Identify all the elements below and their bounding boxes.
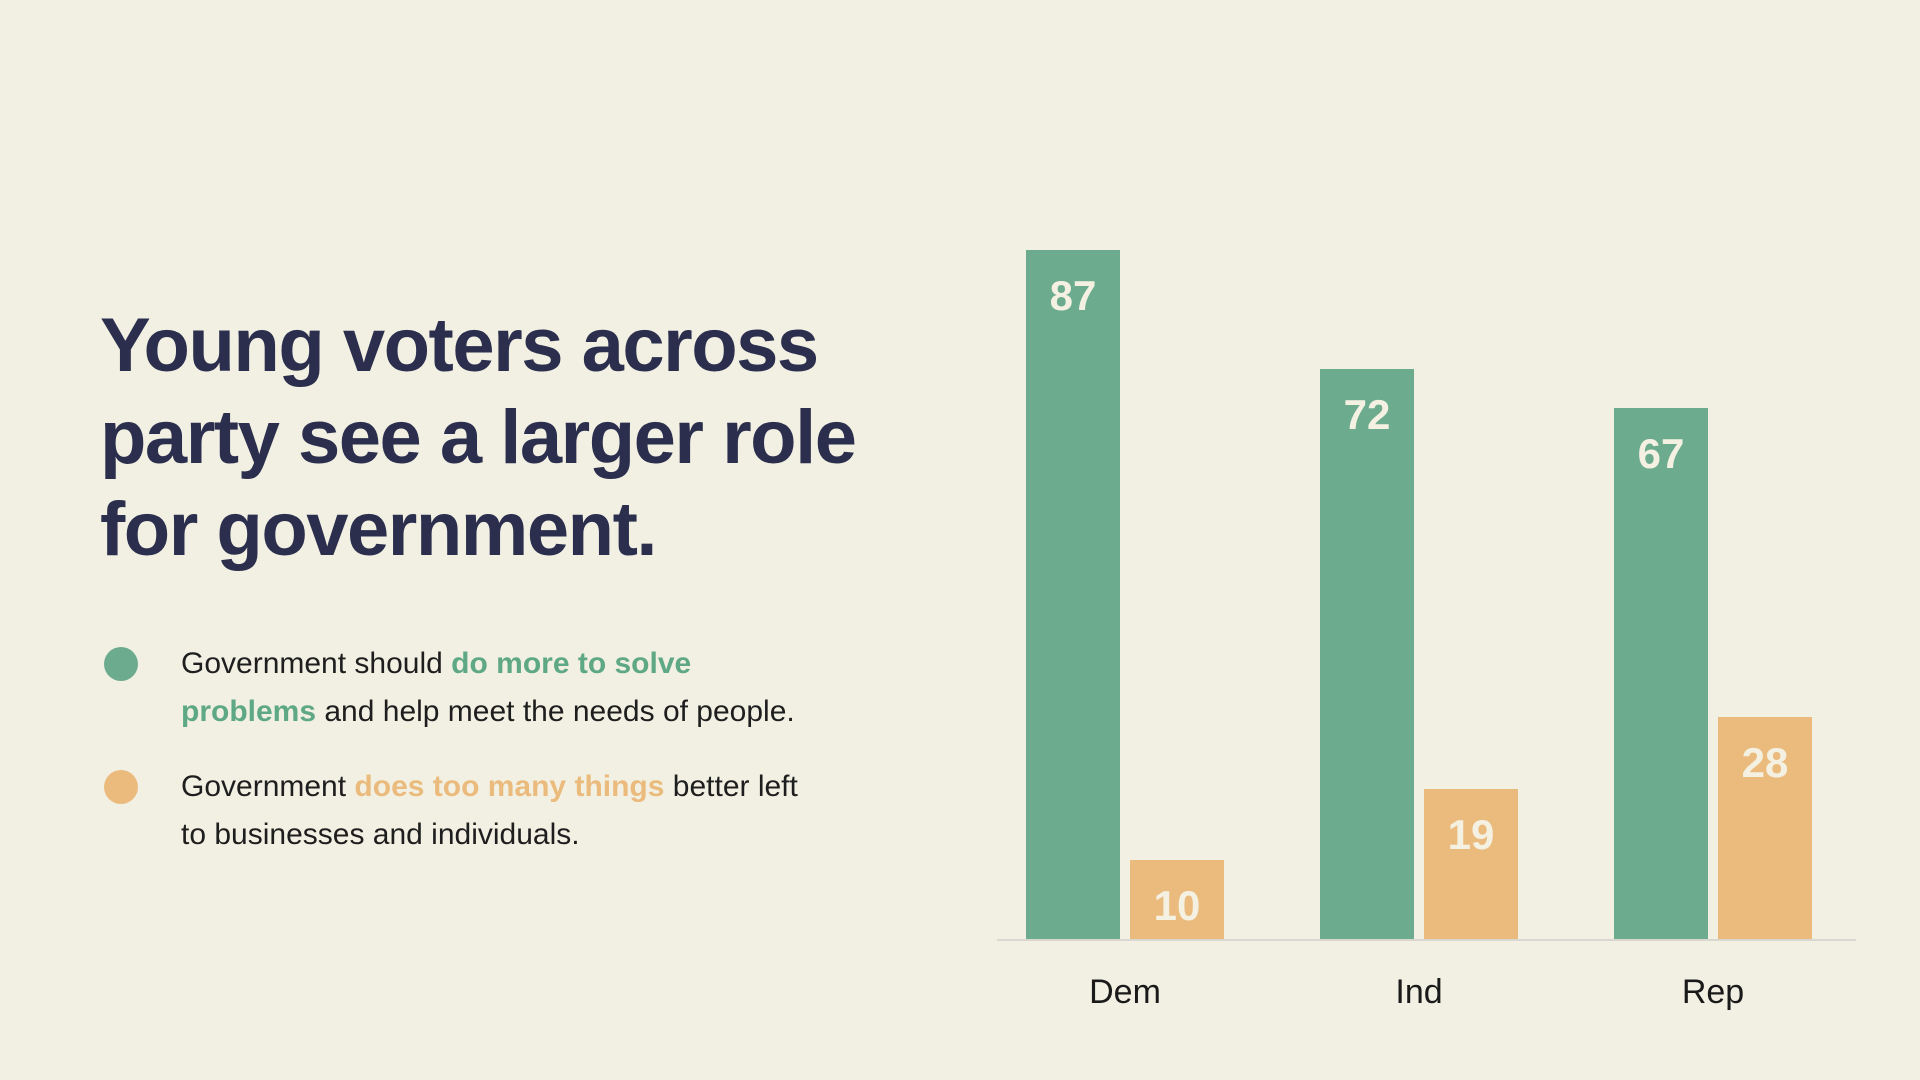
bar-rep-green: 67 bbox=[1614, 408, 1708, 939]
legend-text-normal: and help meet the needs of people. bbox=[316, 695, 795, 728]
chart-title-line-3: for government. bbox=[100, 487, 658, 572]
legend-text-highlight-green: problems bbox=[181, 695, 317, 728]
chart-title-line-2: party see a larger role bbox=[100, 395, 857, 480]
legend-text-highlight-green: do more to solve bbox=[451, 647, 692, 680]
legend-text-highlight-orange: does too many things bbox=[354, 770, 665, 803]
bar-ind-orange: 19 bbox=[1424, 789, 1518, 939]
x-axis-label-ind: Ind bbox=[1395, 973, 1443, 1011]
bar-rep-orange: 28 bbox=[1718, 717, 1812, 939]
x-axis-label-dem: Dem bbox=[1089, 973, 1161, 1011]
chart-title-line-1: Young voters across bbox=[100, 303, 819, 388]
legend-item-too-many: Government does too many things better l… bbox=[104, 763, 984, 859]
bar-value-label: 72 bbox=[1343, 391, 1391, 438]
legend-text-do-more: Government should do more to solve probl… bbox=[181, 640, 984, 736]
legend-line: Government should do more to solve bbox=[181, 640, 984, 688]
bar-dem-green: 87 bbox=[1026, 250, 1120, 939]
legend-line: Government does too many things better l… bbox=[181, 763, 984, 811]
bar-ind-green: 72 bbox=[1320, 369, 1414, 939]
legend-line: problems and help meet the needs of peop… bbox=[181, 688, 984, 736]
green-circle-icon bbox=[104, 647, 138, 681]
bar-value-label: 87 bbox=[1049, 272, 1097, 319]
legend-text-too-many: Government does too many things better l… bbox=[181, 763, 984, 859]
chart-title: Young voters across party see a larger r… bbox=[100, 300, 960, 576]
bar-dem-orange: 10 bbox=[1130, 860, 1224, 939]
orange-circle-icon bbox=[104, 770, 138, 804]
legend-text-normal: Government bbox=[181, 770, 355, 803]
legend-line: to businesses and individuals. bbox=[181, 811, 984, 859]
legend-text-normal: better left bbox=[664, 770, 798, 803]
legend-item-do-more: Government should do more to solve probl… bbox=[104, 640, 984, 736]
bar-value-label: 28 bbox=[1741, 739, 1789, 786]
legend-text-normal: Government should bbox=[181, 647, 452, 680]
bar-value-label: 67 bbox=[1637, 430, 1685, 477]
bar-value-label: 19 bbox=[1447, 811, 1495, 858]
bar-value-label: 10 bbox=[1153, 882, 1201, 929]
x-axis-line bbox=[997, 939, 1856, 941]
x-axis-label-rep: Rep bbox=[1681, 973, 1745, 1011]
legend-text-normal: to businesses and individuals. bbox=[181, 818, 580, 851]
